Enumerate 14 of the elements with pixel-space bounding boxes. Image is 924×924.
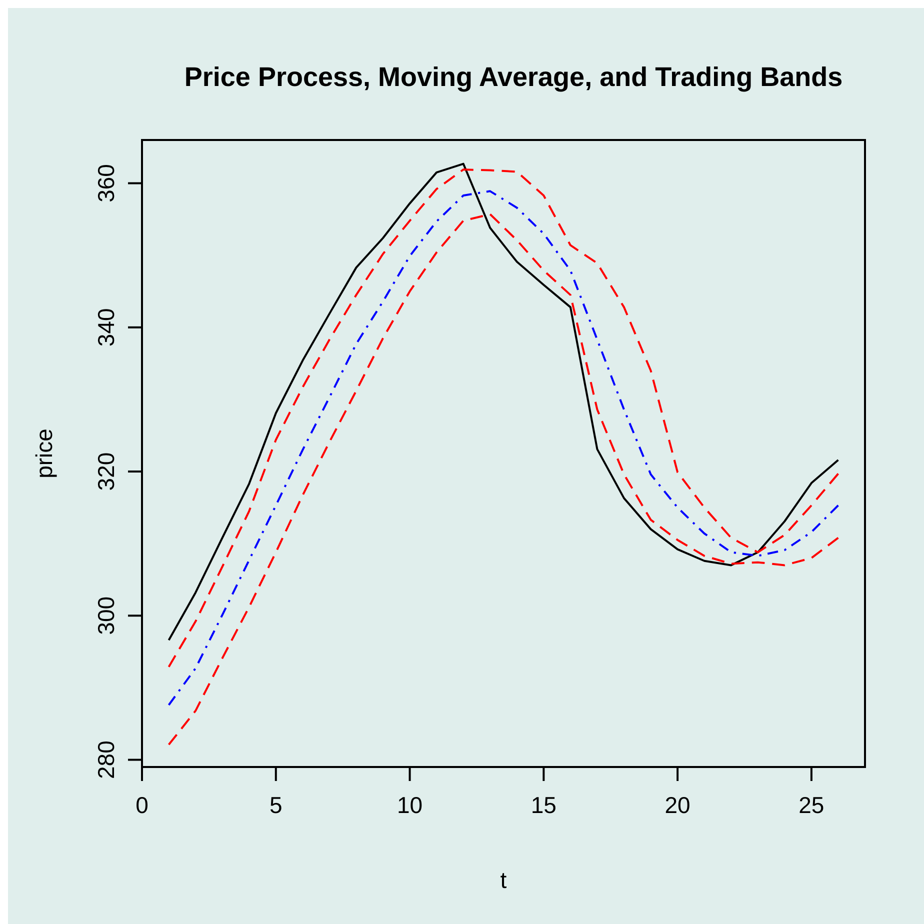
y-axis-title: price: [31, 428, 57, 478]
x-tick-label: 15: [530, 792, 556, 818]
y-tick-label: 340: [93, 308, 119, 347]
y-tick-label: 320: [93, 452, 119, 491]
y-tick-label: 360: [93, 164, 119, 202]
x-tick-label: 20: [664, 792, 690, 818]
x-tick-label: 25: [798, 792, 824, 818]
x-tick-label: 5: [269, 792, 282, 818]
y-tick-label: 300: [93, 596, 119, 635]
x-tick-label: 10: [396, 792, 423, 818]
chart-title: Price Process, Moving Average, and Trading Bands: [184, 62, 843, 92]
x-axis-title: t: [500, 867, 508, 893]
y-tick-label: 280: [93, 740, 119, 779]
x-tick-label: 0: [136, 792, 148, 818]
